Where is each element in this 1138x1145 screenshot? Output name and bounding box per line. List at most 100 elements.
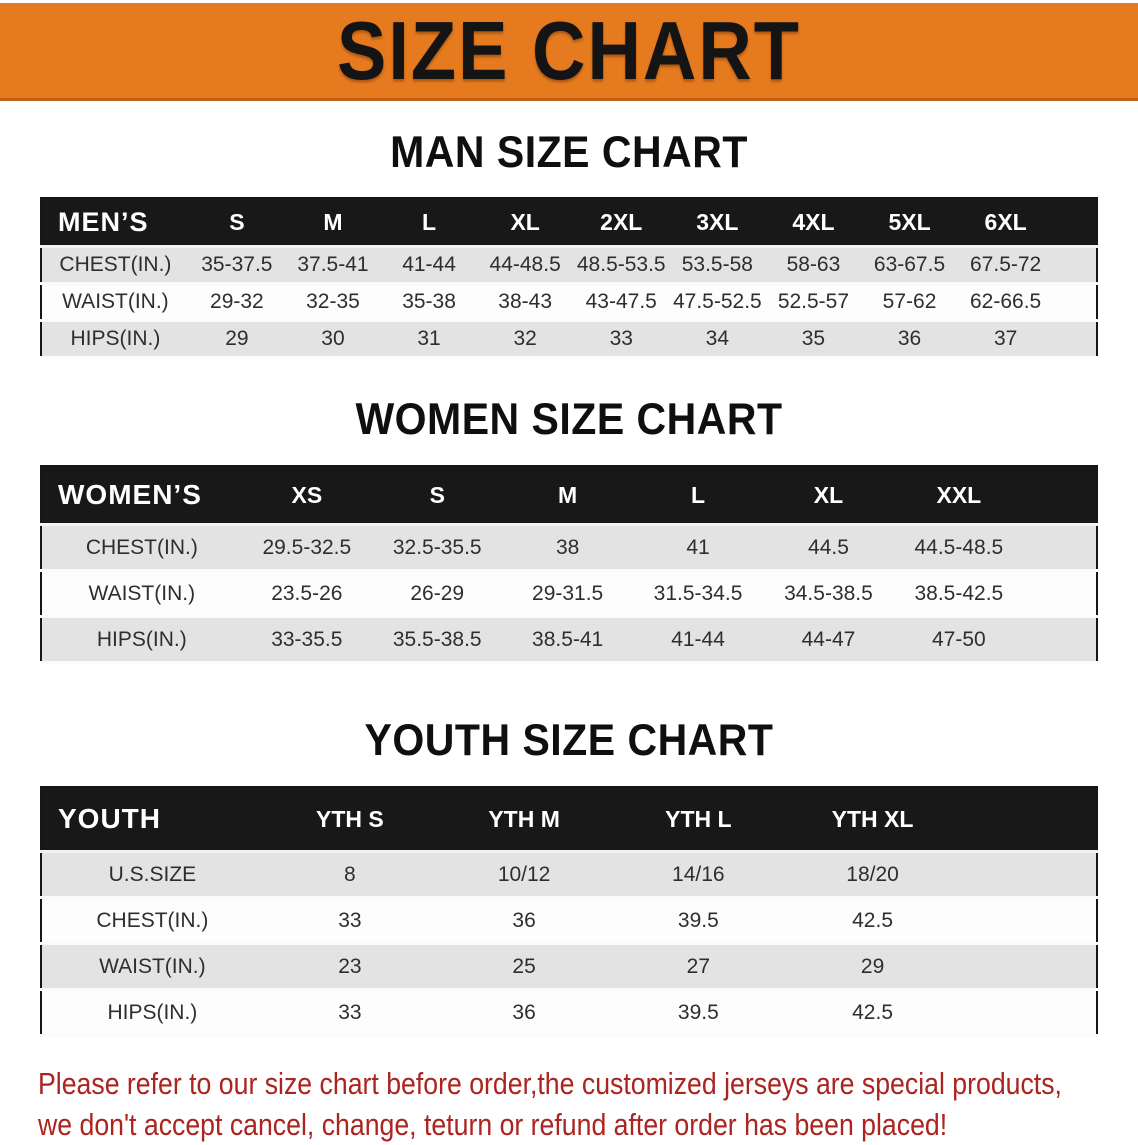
size-chart-banner: SIZE CHART (0, 3, 1138, 101)
spacer-cell (1024, 524, 1097, 572)
table-row: CHEST(IN.) 33 36 39.5 42.5 (41, 897, 1097, 945)
size-value: 47.5-52.5 (669, 283, 766, 322)
size-value: 67.5-72 (957, 246, 1054, 285)
spacer-cell (959, 787, 1097, 853)
size-value: 32 (477, 320, 574, 359)
size-value: 44.5 (763, 524, 894, 572)
spacer-cell (1053, 320, 1097, 359)
spacer-cell (1024, 616, 1097, 664)
row-label: HIPS(IN.) (41, 616, 242, 664)
row-label: HIPS(IN.) (41, 320, 189, 359)
row-label: WAIST(IN.) (41, 943, 263, 991)
banner-title: SIZE CHART (337, 4, 801, 97)
table-row: HIPS(IN.) 33-35.5 35.5-38.5 38.5-41 41-4… (41, 616, 1097, 664)
table-row: WAIST(IN.) 23.5-26 26-29 29-31.5 31.5-34… (41, 570, 1097, 618)
size-value: 32.5-35.5 (372, 524, 503, 572)
size-value: 29 (785, 943, 960, 991)
size-value: 34 (669, 320, 766, 359)
table-row: WAIST(IN.) 23 25 27 29 (41, 943, 1097, 991)
table-row: CHEST(IN.) 35-37.5 37.5-41 41-44 44-48.5… (41, 246, 1097, 285)
column-header: 4XL (765, 198, 862, 248)
row-label: CHEST(IN.) (41, 897, 263, 945)
men-size-table: MEN’S S M L XL 2XL 3XL 4XL 5XL 6XL CHEST… (40, 197, 1098, 359)
women-size-table: WOMEN’S XS S M L XL XXL CHEST(IN.) 29.5-… (40, 465, 1098, 664)
row-label: U.S.SIZE (41, 851, 263, 899)
size-value: 42.5 (785, 897, 960, 945)
spacer-cell (959, 851, 1097, 899)
size-value: 26-29 (372, 570, 503, 618)
size-value: 62-66.5 (957, 283, 1054, 322)
women-corner-label: WOMEN’S (41, 466, 242, 526)
women-section-title: WOMEN SIZE CHART (355, 394, 783, 444)
size-value: 10/12 (436, 851, 612, 899)
youth-size-table: YOUTH YTH S YTH M YTH L YTH XL U.S.SIZE … (40, 786, 1098, 1037)
table-row: CHEST(IN.) 29.5-32.5 32.5-35.5 38 41 44.… (41, 524, 1097, 572)
size-value: 37 (957, 320, 1054, 359)
order-disclaimer: Please refer to our size chart before or… (38, 1063, 1138, 1145)
spacer-cell (1024, 570, 1097, 618)
women-header-row: WOMEN’S XS S M L XL XXL (41, 466, 1097, 526)
column-header: 2XL (573, 198, 670, 248)
column-header: M (502, 466, 633, 526)
size-value: 58-63 (765, 246, 862, 285)
size-value: 36 (861, 320, 958, 359)
size-value: 41 (632, 524, 764, 572)
size-value: 31.5-34.5 (632, 570, 764, 618)
size-value: 25 (436, 943, 612, 991)
size-value: 23 (262, 943, 437, 991)
row-label: WAIST(IN.) (41, 283, 189, 322)
size-value: 23.5-26 (241, 570, 373, 618)
row-label: CHEST(IN.) (41, 246, 189, 285)
size-value: 35-37.5 (188, 246, 285, 285)
spacer-cell (1024, 466, 1097, 526)
column-header: 5XL (861, 198, 958, 248)
column-header: YTH S (262, 787, 437, 853)
spacer-cell (959, 897, 1097, 945)
table-row: HIPS(IN.) 33 36 39.5 42.5 (41, 989, 1097, 1037)
table-row: U.S.SIZE 8 10/12 14/16 18/20 (41, 851, 1097, 899)
column-header: YTH L (611, 787, 786, 853)
size-value: 29 (188, 320, 285, 359)
column-header: XL (477, 198, 574, 248)
size-value: 41-44 (381, 246, 478, 285)
spacer-cell (1053, 246, 1097, 285)
column-header: 3XL (669, 198, 766, 248)
size-value: 14/16 (611, 851, 786, 899)
youth-corner-label: YOUTH (41, 787, 263, 853)
column-header: M (284, 198, 382, 248)
size-value: 32-35 (284, 283, 382, 322)
size-value: 33 (573, 320, 670, 359)
column-header: XXL (893, 466, 1025, 526)
disclaimer-line-2: we don't accept cancel, change, teturn o… (38, 1107, 948, 1142)
spacer-cell (959, 989, 1097, 1037)
column-header: L (632, 466, 764, 526)
table-row: HIPS(IN.) 29 30 31 32 33 34 35 36 37 (41, 320, 1097, 359)
spacer-cell (1053, 283, 1097, 322)
size-value: 33-35.5 (241, 616, 373, 664)
column-header: XL (763, 466, 894, 526)
size-value: 37.5-41 (284, 246, 382, 285)
column-header: 6XL (957, 198, 1054, 248)
size-value: 53.5-58 (669, 246, 766, 285)
size-value: 38.5-41 (502, 616, 633, 664)
row-label: CHEST(IN.) (41, 524, 242, 572)
column-header: S (372, 466, 503, 526)
disclaimer-line-1: Please refer to our size chart before or… (38, 1066, 1062, 1101)
youth-section-title: YOUTH SIZE CHART (364, 715, 774, 765)
size-value: 39.5 (611, 897, 786, 945)
size-value: 34.5-38.5 (763, 570, 894, 618)
size-value: 27 (611, 943, 786, 991)
size-value: 35.5-38.5 (372, 616, 503, 664)
size-value: 43-47.5 (573, 283, 670, 322)
row-label: WAIST(IN.) (41, 570, 242, 618)
size-value: 29-31.5 (502, 570, 633, 618)
size-value: 36 (436, 989, 612, 1037)
size-value: 52.5-57 (765, 283, 862, 322)
size-value: 35-38 (381, 283, 478, 322)
men-section-title: MAN SIZE CHART (390, 127, 748, 177)
size-value: 8 (262, 851, 437, 899)
size-value: 48.5-53.5 (573, 246, 670, 285)
column-header: L (381, 198, 478, 248)
size-value: 38 (502, 524, 633, 572)
table-row: WAIST(IN.) 29-32 32-35 35-38 38-43 43-47… (41, 283, 1097, 322)
